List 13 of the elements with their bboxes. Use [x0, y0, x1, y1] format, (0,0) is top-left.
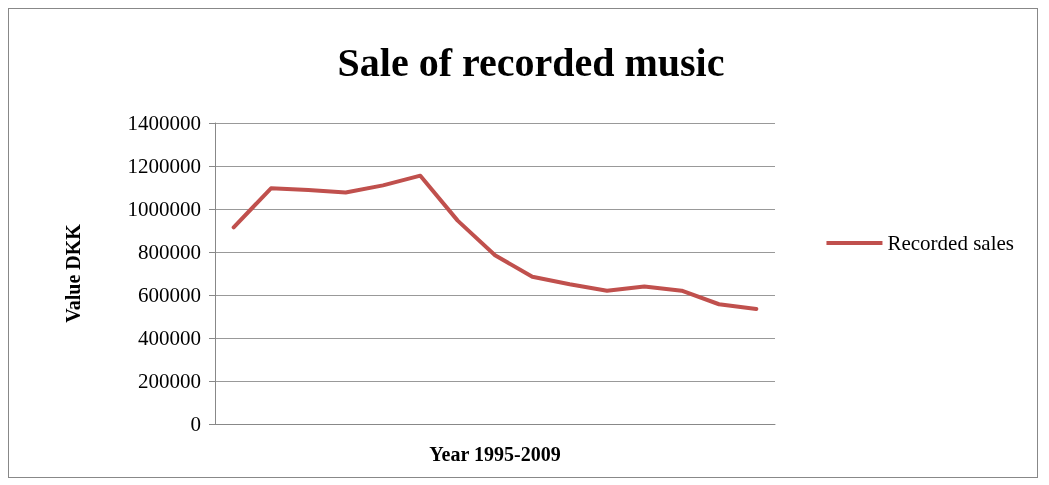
line-series [231, 173, 759, 311]
y-tick-label: 1200000 [127, 154, 201, 178]
y-tick-label: 1000000 [127, 197, 201, 221]
y-tick-label: 0 [190, 412, 201, 436]
x-axis-title: Year 1995-2009 [429, 443, 561, 465]
y-tick-label: 400000 [138, 326, 201, 350]
y-tick-label: 200000 [138, 369, 201, 393]
y-tick-label: 800000 [138, 240, 201, 264]
legend-label: Recorded sales [887, 231, 1015, 255]
y-axis-title: Value DKK [62, 223, 84, 323]
y-tick-label: 600000 [138, 283, 201, 307]
chart-title: Sale of recorded music [337, 39, 725, 85]
y-tick-label: 1400000 [127, 111, 201, 135]
